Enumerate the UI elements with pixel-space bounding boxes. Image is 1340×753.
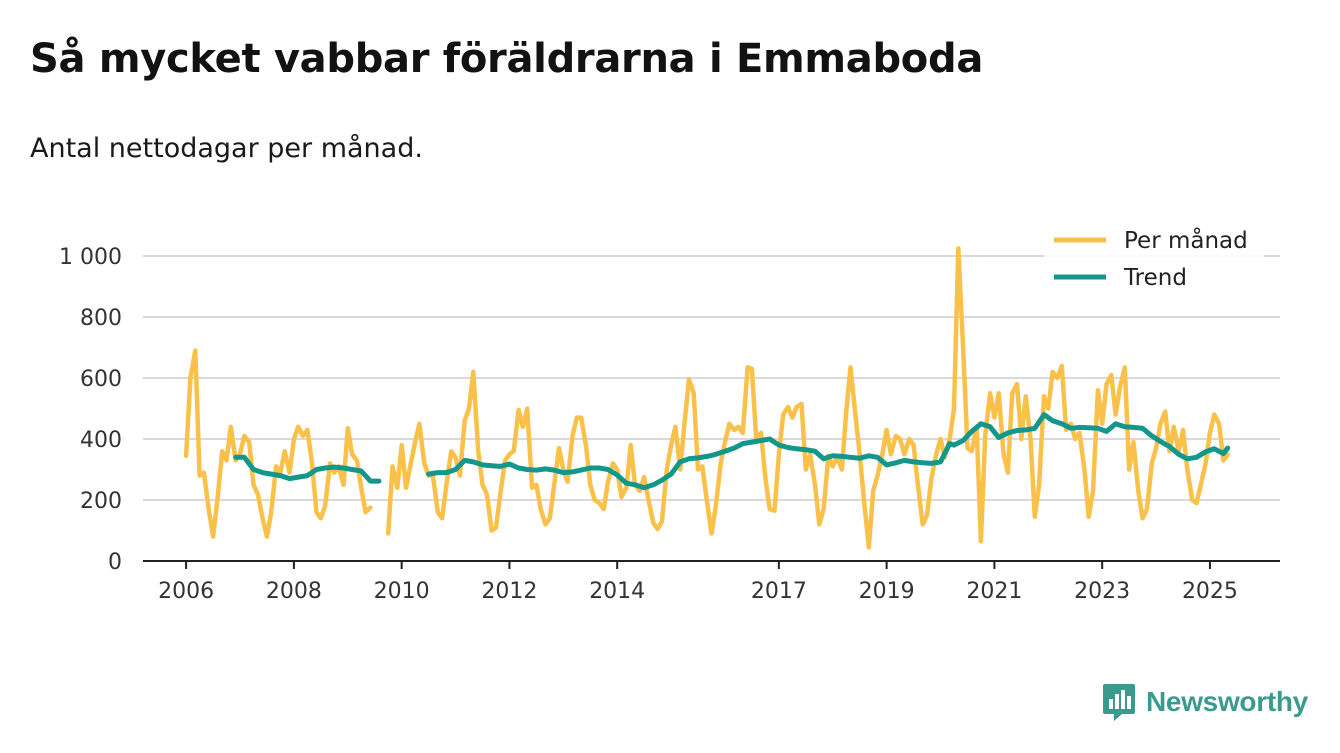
x-tick-label-2021: 2021 bbox=[966, 579, 1022, 604]
newsworthy-logo-icon bbox=[1103, 684, 1135, 721]
x-tick-label-2017: 2017 bbox=[751, 579, 807, 604]
x-tick-label-2006: 2006 bbox=[158, 579, 214, 604]
x-tick-label-2010: 2010 bbox=[374, 579, 430, 604]
x-tick-label-2014: 2014 bbox=[589, 579, 645, 604]
x-axis: 2006 2008 2010 2012 2014 2017 2019 2021 2023 2025 bbox=[143, 560, 1280, 604]
x-tick-label-2019: 2019 bbox=[859, 579, 915, 604]
chart-subtitle: Antal nettodagar per månad. bbox=[30, 133, 423, 164]
series-line-per-manad-segment-2 bbox=[385, 246, 1230, 550]
newsworthy-brand: Newsworthy bbox=[1102, 682, 1308, 722]
y-tick-label-200: 200 bbox=[80, 489, 122, 514]
x-tick-label-2023: 2023 bbox=[1074, 579, 1130, 604]
y-tick-label-600: 600 bbox=[80, 367, 122, 392]
series-layer bbox=[183, 246, 1231, 550]
series-line-trend-segment-2 bbox=[426, 412, 1231, 491]
legend-background bbox=[1044, 222, 1264, 298]
x-tick-label-2008: 2008 bbox=[266, 579, 322, 604]
x-tick-label-2012: 2012 bbox=[481, 579, 537, 604]
legend-label-trend: Trend bbox=[1123, 265, 1187, 291]
series-line-trend-segment-1 bbox=[233, 454, 382, 484]
legend: Per månad Trend bbox=[1044, 222, 1264, 298]
chart-title: Så mycket vabbar föräldrarna i Emmaboda bbox=[30, 36, 984, 82]
y-tick-label-400: 400 bbox=[80, 428, 122, 453]
x-tick-label-2025: 2025 bbox=[1182, 579, 1238, 604]
y-tick-label-0: 0 bbox=[108, 550, 122, 575]
legend-label-per-manad: Per månad bbox=[1124, 226, 1248, 254]
newsworthy-wordmark: Newsworthy bbox=[1146, 686, 1308, 717]
y-tick-label-1000: 1 000 bbox=[59, 245, 122, 270]
y-tick-label-800: 800 bbox=[80, 306, 122, 331]
